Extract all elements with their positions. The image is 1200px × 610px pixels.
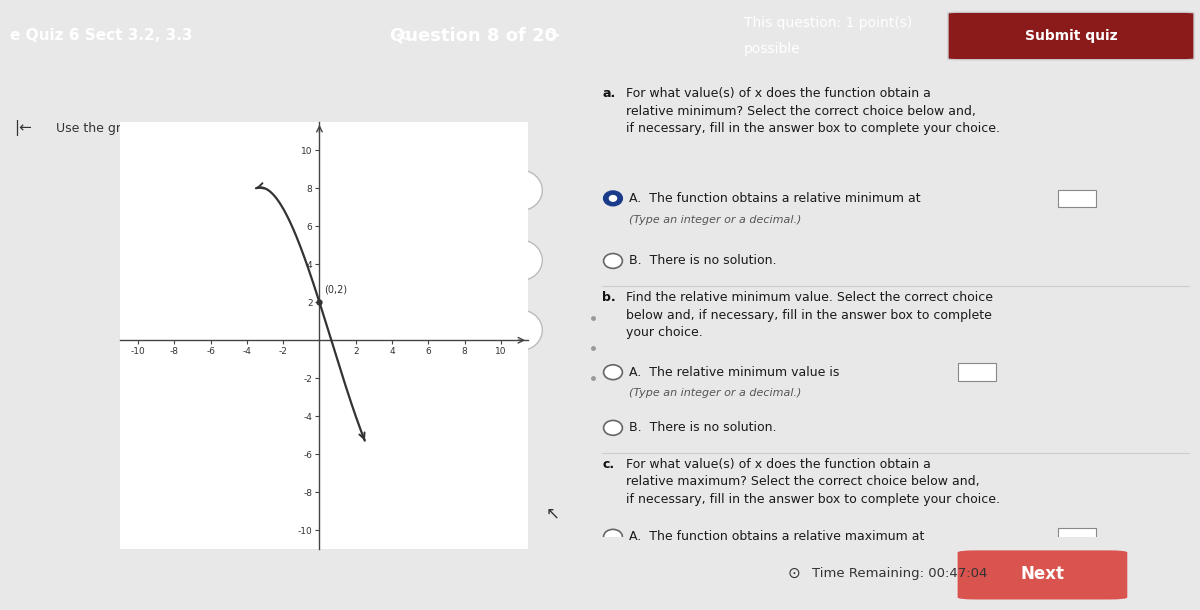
- Text: Use the graph below to find the information on the right.: Use the graph below to find the informat…: [56, 122, 413, 135]
- Text: B.  There is no solution.: B. There is no solution.: [629, 254, 776, 267]
- Circle shape: [497, 240, 542, 281]
- Circle shape: [604, 365, 623, 379]
- Circle shape: [497, 170, 542, 211]
- Text: b.: b.: [602, 291, 616, 304]
- Text: • • • •: • • • •: [209, 156, 242, 166]
- Text: ↖: ↖: [546, 504, 559, 522]
- Text: Submit quiz: Submit quiz: [1025, 29, 1118, 43]
- Text: B.  There is no solution.: B. There is no solution.: [629, 422, 776, 434]
- Text: This question: 1 point(s): This question: 1 point(s): [744, 16, 912, 30]
- Text: (0,2): (0,2): [324, 285, 347, 295]
- FancyBboxPatch shape: [958, 364, 996, 381]
- Text: e Quiz 6 Sect 3.2, 3.3: e Quiz 6 Sect 3.2, 3.3: [10, 29, 192, 43]
- FancyBboxPatch shape: [1058, 528, 1097, 545]
- Text: |←: |←: [13, 120, 31, 137]
- Text: ⊖: ⊖: [514, 253, 526, 267]
- Text: (Type an integer or a decimal.): (Type an integer or a decimal.): [629, 215, 802, 224]
- FancyBboxPatch shape: [958, 550, 1127, 600]
- Text: A.  The relative minimum value is: A. The relative minimum value is: [629, 366, 839, 379]
- Circle shape: [497, 310, 542, 351]
- Circle shape: [604, 254, 623, 268]
- Text: ⊕: ⊕: [514, 184, 526, 198]
- Text: For what value(s) of x does the function obtain a
relative maximum? Select the c: For what value(s) of x does the function…: [626, 458, 1000, 506]
- Text: Find the relative minimum value. Select the correct choice
below and, if necessa: Find the relative minimum value. Select …: [626, 291, 992, 339]
- Text: A.  The function obtains a relative minimum at: A. The function obtains a relative minim…: [629, 192, 920, 205]
- Circle shape: [610, 196, 617, 201]
- Circle shape: [604, 191, 623, 206]
- Text: For what value(s) of x does the function obtain a
relative minimum? Select the c: For what value(s) of x does the function…: [626, 87, 1000, 135]
- Text: possible: possible: [744, 42, 800, 56]
- Text: a.: a.: [602, 87, 616, 100]
- Circle shape: [604, 420, 623, 436]
- Text: ⊙: ⊙: [787, 566, 800, 581]
- Text: >: >: [546, 27, 560, 45]
- Circle shape: [604, 529, 623, 544]
- Text: A.  The function obtains a relative maximum at: A. The function obtains a relative maxim…: [629, 530, 924, 544]
- Text: Next: Next: [1020, 564, 1064, 583]
- Text: <: <: [394, 27, 408, 45]
- Text: Question 8 of 20: Question 8 of 20: [390, 27, 558, 45]
- Text: (Type an integer or a decimal.): (Type an integer or a decimal.): [629, 389, 802, 398]
- Text: c.: c.: [602, 458, 614, 471]
- FancyBboxPatch shape: [948, 12, 1194, 60]
- FancyBboxPatch shape: [1058, 190, 1097, 207]
- Text: Time Remaining: 00:47:04: Time Remaining: 00:47:04: [812, 567, 988, 580]
- Text: ⊡: ⊡: [514, 323, 526, 337]
